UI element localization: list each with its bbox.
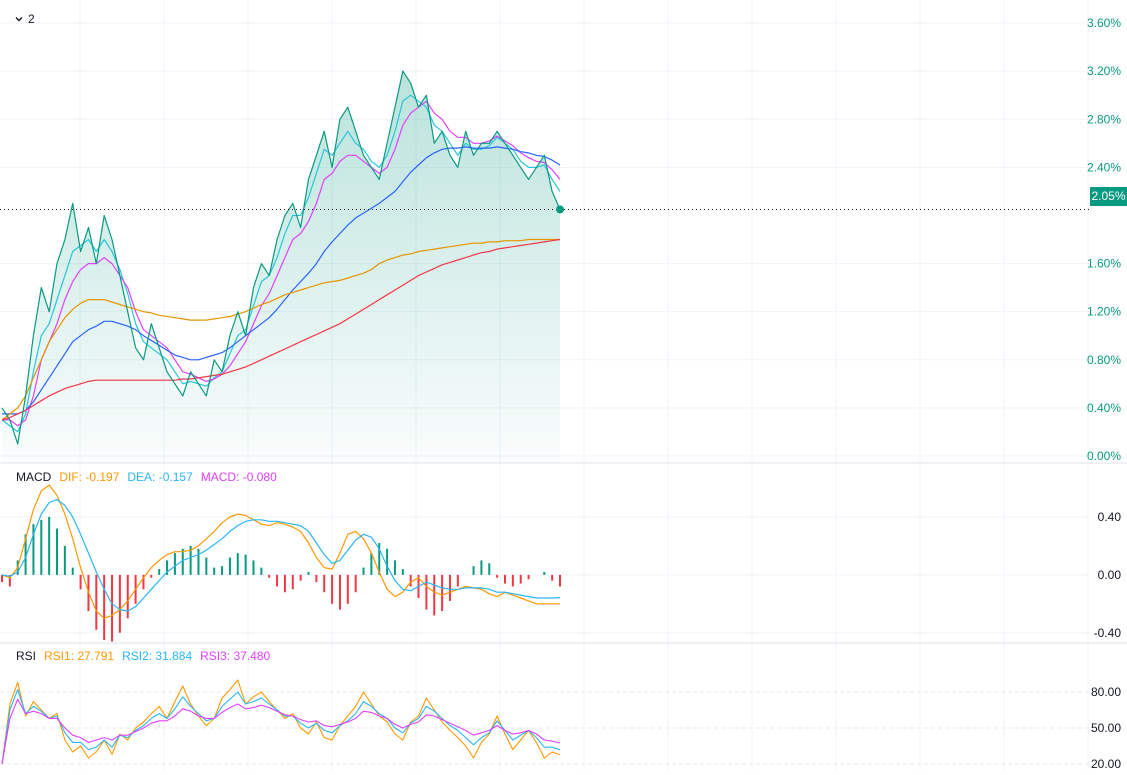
macd-legend-dea: DEA: -0.157 [127, 470, 193, 484]
y-axis-tick-label: -0.40 [1094, 626, 1122, 640]
y-axis-tick-label: 1.20% [1087, 305, 1121, 319]
rsi-legend-name: RSI [16, 649, 37, 663]
rsi-legend: RSI RSI1: 27.791 RSI2: 31.884 RSI3: 37.4… [16, 649, 270, 663]
last-value-dot [556, 205, 564, 214]
y-axis-tick-label: 0.80% [1087, 353, 1121, 367]
y-axis-tick-label: 1.60% [1087, 257, 1121, 271]
y-axis-tick-label: 20.00 [1091, 757, 1121, 770]
moving-average-line-ma_fast [1, 94, 561, 433]
macd-legend-macd: MACD: -0.080 [200, 470, 277, 484]
rsi-legend-rsi1: RSI1: 27.791 [44, 649, 115, 663]
macd-legend: MACD DIF: -0.197 DEA: -0.157 MACD: -0.08… [16, 470, 277, 484]
macd-legend-name: MACD [16, 470, 52, 484]
y-axis-tick-label: 0.00 [1098, 568, 1122, 582]
rsi-line-rsi3 [1, 698, 561, 765]
rsi-line-rsi1 [1, 679, 561, 765]
y-axis-tick-label: 3.20% [1087, 64, 1121, 78]
macd-line-dea [1, 499, 561, 612]
moving-average-line-ma_orange [1, 238, 560, 421]
y-axis-tick-label: 80.00 [1091, 685, 1121, 699]
moving-average-line-ma_pink [2, 100, 561, 427]
rsi-legend-rsi3: RSI3: 37.480 [200, 649, 271, 663]
y-axis-tick-label: 0.40% [1087, 401, 1121, 415]
y-axis-tick-label: 2.40% [1087, 160, 1121, 174]
moving-average-line-ma_red [1, 238, 561, 421]
macd-line-dif [1, 484, 560, 619]
toggle-label: 2 [28, 12, 35, 26]
y-axis-tick-label: 3.60% [1087, 16, 1121, 30]
rsi-legend-rsi2: RSI2: 31.884 [122, 649, 193, 663]
y-axis-tick-label: 0.00% [1087, 449, 1121, 463]
price-line [1, 70, 561, 445]
collapse-toggle[interactable]: 2 [14, 12, 35, 26]
moving-average-line-ma_blue [2, 146, 561, 415]
y-axis-tick-label: 50.00 [1091, 721, 1121, 735]
y-axis-tick-label: 2.80% [1087, 112, 1121, 126]
y-axis-tick-label: 0.40 [1098, 510, 1122, 524]
last-value-badge: 2.05% [1090, 187, 1127, 206]
chevron-down-icon [15, 17, 23, 22]
macd-legend-dif: DIF: -0.197 [59, 470, 120, 484]
